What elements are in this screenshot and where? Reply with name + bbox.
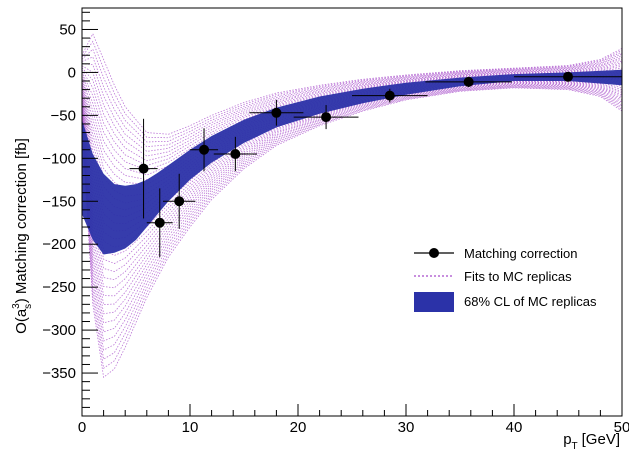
legend-marker-dot: [429, 248, 439, 258]
point-marker: [230, 149, 241, 160]
replica-curve: [82, 86, 622, 369]
legend-label-band: 68% CL of MC replicas: [464, 294, 597, 309]
point-marker: [563, 71, 573, 82]
point-marker: [271, 107, 282, 118]
replica-curve: [82, 60, 622, 166]
y-tick-label: −150: [42, 193, 76, 210]
y-tick-label: −300: [42, 322, 76, 339]
replica-curve: [82, 82, 622, 297]
cl68-band-area: [82, 69, 622, 255]
replica-curve: [82, 87, 622, 379]
point-marker: [463, 76, 474, 87]
replica-curve: [82, 65, 622, 181]
replica-curve: [82, 67, 622, 185]
cl68-band: [82, 69, 622, 255]
y-tick-label: −350: [42, 365, 76, 382]
plot-frame: [81, 7, 623, 417]
replica-curve: [82, 80, 622, 273]
data-point: [146, 188, 173, 258]
y-tick-label: −100: [42, 150, 76, 167]
replica-curve: [82, 62, 622, 171]
point-marker: [384, 90, 395, 101]
y-tick-label: −250: [42, 279, 76, 296]
x-tick-label: 0: [78, 419, 86, 436]
x-tick-label: 50: [614, 419, 629, 436]
data-point: [190, 128, 219, 172]
replica-curve: [82, 48, 622, 143]
point-marker: [174, 196, 185, 207]
y-axis-ticks: 50 0 −50 −100 −150 −200 −250 −300 −350: [42, 11, 98, 417]
point-marker: [199, 144, 210, 155]
legend: Matching correction Fits to MC replicas …: [414, 246, 597, 312]
replica-curve: [82, 40, 622, 139]
legend-label-matching: Matching correction: [464, 246, 577, 261]
legend-label-replicas: Fits to MC replicas: [464, 269, 572, 284]
point-marker: [138, 163, 149, 174]
replica-curve: [82, 85, 622, 342]
data-point: [163, 173, 196, 229]
replica-curve: [82, 84, 622, 333]
replica-curve: [82, 85, 622, 351]
replica-curve: [82, 32, 622, 135]
point-marker: [321, 112, 332, 123]
x-tick-label: 10: [182, 419, 199, 436]
data-point: [293, 105, 359, 130]
x-axis-label: pT [GeV]: [563, 431, 620, 452]
matching-correction-points: [129, 71, 622, 258]
data-point: [129, 118, 158, 219]
replica-curve: [82, 83, 622, 306]
x-tick-label: 20: [290, 419, 307, 436]
replica-curve: [82, 83, 622, 315]
x-tick-label: 30: [398, 419, 415, 436]
y-tick-label: 50: [59, 21, 76, 38]
replica-curve: [82, 53, 622, 148]
replica-curve: [82, 55, 622, 152]
data-point: [514, 71, 622, 82]
y-tick-label: −200: [42, 236, 76, 253]
data-point: [213, 136, 257, 172]
data-point: [249, 99, 304, 126]
legend-band-swatch: [414, 292, 454, 312]
y-tick-label: −50: [51, 107, 76, 124]
x-tick-label: 40: [506, 419, 523, 436]
y-tick-label: 0: [68, 64, 76, 81]
point-marker: [154, 217, 165, 228]
replica-curve: [82, 84, 622, 324]
x-axis-ticks: 0 10 20 30 40 50: [78, 404, 629, 436]
y-axis-label: O(as3) Matching correction [fb]: [11, 138, 34, 334]
replica-curve: [82, 81, 622, 281]
replica-curve: [82, 56, 622, 157]
data-point: [352, 88, 428, 103]
data-point: [425, 76, 512, 88]
